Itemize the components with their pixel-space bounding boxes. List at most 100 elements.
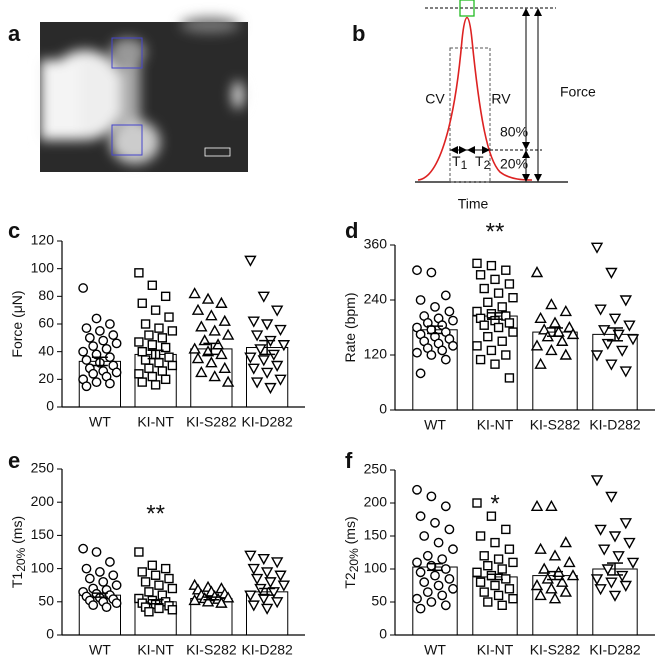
data-point bbox=[433, 537, 444, 548]
y-tick-label: 100 bbox=[364, 560, 388, 576]
data-point bbox=[244, 255, 257, 267]
data-point bbox=[448, 583, 458, 594]
data-point bbox=[493, 554, 504, 564]
data-point bbox=[150, 570, 161, 580]
data-point bbox=[619, 295, 632, 307]
data-point bbox=[605, 577, 618, 589]
data-point bbox=[244, 550, 257, 562]
data-point bbox=[164, 312, 174, 322]
data-point bbox=[419, 577, 430, 588]
y-tick-label: 200 bbox=[364, 494, 388, 510]
x-tick-label: KI-NT bbox=[137, 414, 174, 430]
data-point bbox=[440, 564, 451, 574]
error-bar bbox=[203, 596, 220, 601]
data-point bbox=[415, 567, 426, 578]
y-tick-label: 120 bbox=[31, 232, 55, 248]
x-tick-label: KI-D282 bbox=[241, 414, 293, 430]
data-point bbox=[422, 550, 433, 561]
data-point bbox=[208, 324, 221, 336]
panel-label: b bbox=[352, 21, 365, 46]
data-point bbox=[415, 511, 426, 522]
data-point bbox=[530, 499, 544, 511]
data-point bbox=[144, 330, 154, 340]
data-point bbox=[530, 339, 544, 351]
data-point bbox=[88, 341, 99, 352]
data-point bbox=[541, 572, 554, 584]
data-point bbox=[590, 574, 604, 586]
data-point bbox=[412, 347, 422, 358]
data-point bbox=[108, 330, 119, 340]
bar bbox=[532, 331, 578, 411]
data-point bbox=[195, 320, 208, 332]
data-point bbox=[247, 363, 260, 375]
panel-label: d bbox=[345, 218, 358, 243]
data-point bbox=[590, 475, 604, 487]
data-point bbox=[91, 377, 102, 387]
data-point bbox=[479, 587, 489, 597]
y-tick-label: 20 bbox=[38, 370, 54, 386]
error-bar bbox=[91, 356, 108, 367]
data-point bbox=[479, 283, 489, 294]
x-tick-label: WT bbox=[424, 417, 446, 433]
error-bar bbox=[427, 325, 443, 335]
data-point bbox=[440, 600, 451, 611]
significance: * bbox=[490, 490, 499, 517]
data-point bbox=[91, 547, 102, 557]
data-point bbox=[497, 564, 507, 574]
lower-label: 20% bbox=[500, 156, 528, 172]
data-point bbox=[497, 302, 507, 312]
data-point bbox=[548, 549, 562, 561]
data-point bbox=[415, 603, 426, 614]
data-point bbox=[475, 577, 486, 587]
data-point bbox=[419, 531, 430, 541]
data-point bbox=[626, 334, 640, 346]
data-point bbox=[244, 352, 257, 364]
data-point bbox=[188, 594, 201, 606]
data-point bbox=[566, 327, 580, 340]
data-point bbox=[437, 590, 448, 601]
data-point bbox=[164, 352, 174, 362]
y-tick-label: 240 bbox=[364, 291, 388, 307]
data-point bbox=[154, 580, 164, 590]
panel-label: f bbox=[345, 448, 353, 473]
data-point bbox=[490, 537, 500, 548]
data-point bbox=[260, 319, 274, 331]
data-point bbox=[221, 375, 235, 387]
data-point bbox=[475, 270, 486, 280]
data-point bbox=[472, 258, 482, 269]
data-point bbox=[426, 350, 437, 360]
data-point bbox=[254, 344, 267, 356]
data-point bbox=[412, 484, 422, 495]
y-tick-label: 0 bbox=[379, 626, 387, 642]
y-tick-label: 100 bbox=[31, 559, 55, 575]
force-diagram: CV RV Force 80% 20% T1 T2 Time bbox=[415, 0, 596, 212]
data-point bbox=[475, 354, 486, 365]
y-label-part: T2 bbox=[342, 572, 358, 589]
x-tick-label: WT bbox=[424, 642, 446, 658]
error-bar bbox=[147, 599, 164, 605]
time-label: Time bbox=[458, 196, 489, 212]
data-point bbox=[559, 585, 572, 597]
y-tick-label: 200 bbox=[31, 493, 55, 509]
data-point bbox=[444, 524, 455, 535]
data-point bbox=[150, 380, 161, 390]
data-point bbox=[147, 280, 157, 290]
data-point bbox=[556, 575, 569, 587]
x-tick-label: KI-D282 bbox=[589, 642, 641, 658]
data-point bbox=[483, 561, 493, 571]
error-bar bbox=[203, 342, 220, 356]
data-point bbox=[134, 268, 144, 278]
data-point bbox=[201, 595, 215, 607]
data-point bbox=[556, 334, 569, 346]
data-point bbox=[448, 340, 458, 351]
y-tick-label: 100 bbox=[31, 259, 55, 275]
y-label-part: T1 bbox=[9, 572, 25, 589]
data-point bbox=[504, 584, 515, 594]
data-point bbox=[430, 301, 440, 312]
micrograph bbox=[40, 17, 248, 172]
data-point bbox=[594, 304, 607, 316]
data-point bbox=[264, 577, 277, 589]
data-point bbox=[612, 551, 625, 563]
data-point bbox=[534, 357, 547, 369]
data-point bbox=[211, 338, 225, 350]
